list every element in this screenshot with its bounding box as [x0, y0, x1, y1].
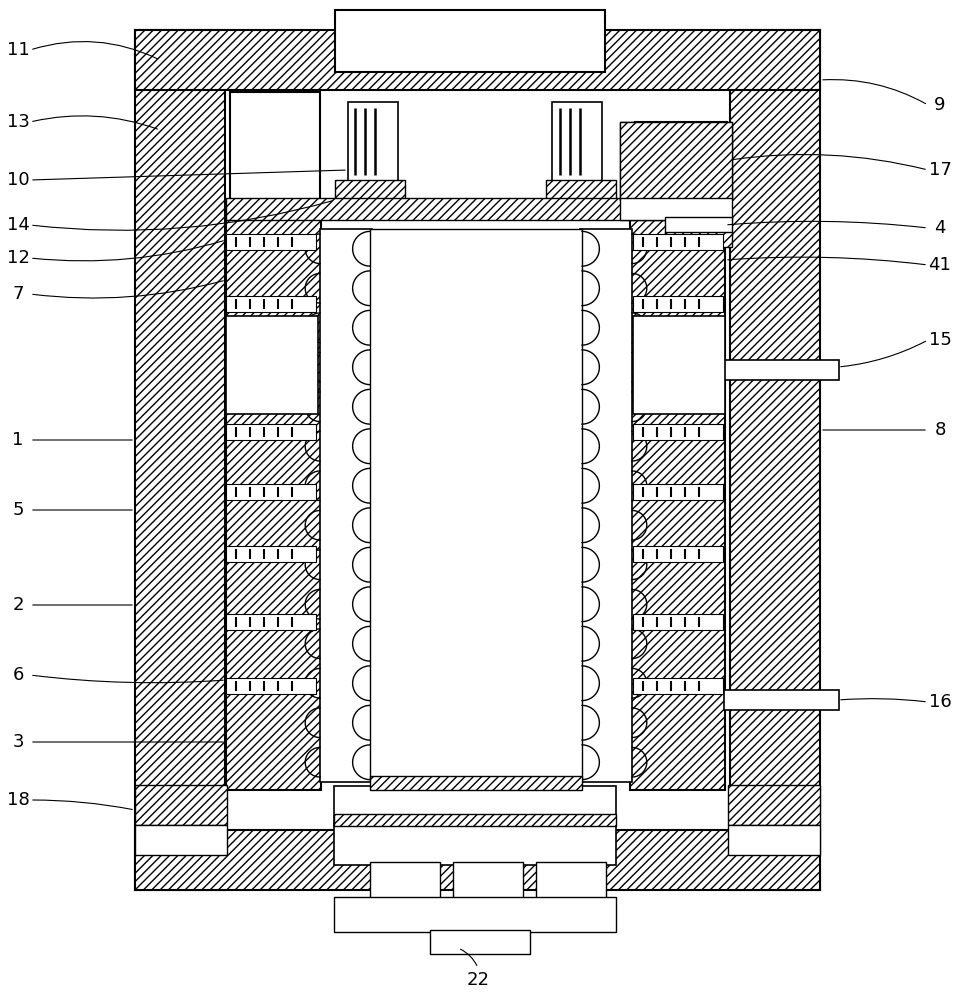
- Bar: [370, 229, 582, 782]
- Bar: [665, 217, 732, 235]
- Bar: [226, 358, 316, 374]
- Bar: [348, 102, 398, 182]
- Bar: [135, 30, 225, 890]
- Bar: [135, 830, 820, 890]
- Bar: [546, 180, 616, 200]
- Bar: [633, 678, 723, 694]
- Bar: [580, 229, 632, 782]
- Bar: [620, 198, 732, 220]
- Bar: [226, 484, 316, 500]
- Bar: [335, 10, 605, 72]
- Bar: [135, 825, 227, 855]
- Bar: [633, 358, 723, 374]
- Text: 17: 17: [928, 161, 951, 179]
- Bar: [633, 546, 723, 562]
- Bar: [226, 424, 316, 440]
- Bar: [226, 678, 316, 694]
- Text: 1: 1: [12, 431, 24, 449]
- Text: 4: 4: [934, 219, 945, 237]
- Text: 12: 12: [7, 249, 30, 267]
- Text: 6: 6: [12, 666, 24, 684]
- Bar: [620, 122, 732, 200]
- Bar: [226, 614, 316, 630]
- Bar: [728, 785, 820, 825]
- Bar: [226, 234, 316, 250]
- Bar: [730, 30, 820, 890]
- Bar: [226, 198, 726, 220]
- Bar: [334, 814, 616, 826]
- Bar: [552, 102, 602, 182]
- Bar: [430, 930, 530, 954]
- Bar: [370, 776, 582, 790]
- Text: 22: 22: [467, 971, 489, 989]
- Text: 14: 14: [7, 216, 30, 234]
- Text: 7: 7: [12, 285, 24, 303]
- Text: 18: 18: [7, 791, 30, 809]
- Text: 41: 41: [928, 256, 951, 274]
- Bar: [665, 232, 732, 247]
- Text: 2: 2: [12, 596, 24, 614]
- Bar: [633, 296, 723, 312]
- Bar: [728, 825, 820, 855]
- Bar: [724, 360, 839, 380]
- Text: 11: 11: [7, 41, 30, 59]
- Text: 8: 8: [934, 421, 945, 439]
- Bar: [226, 296, 316, 312]
- Bar: [370, 862, 440, 900]
- Bar: [334, 823, 616, 865]
- Bar: [620, 122, 732, 200]
- Bar: [630, 218, 725, 790]
- Bar: [226, 218, 321, 790]
- Text: 10: 10: [7, 171, 30, 189]
- Bar: [724, 690, 839, 710]
- Bar: [135, 30, 820, 90]
- Text: 13: 13: [7, 113, 30, 131]
- Bar: [226, 546, 316, 562]
- Text: 9: 9: [934, 96, 945, 114]
- Bar: [633, 614, 723, 630]
- Bar: [334, 897, 616, 932]
- Bar: [536, 862, 606, 900]
- Bar: [633, 234, 723, 250]
- Bar: [334, 786, 616, 826]
- Bar: [320, 229, 372, 782]
- Bar: [230, 92, 320, 200]
- Bar: [633, 316, 725, 414]
- Text: 5: 5: [12, 501, 24, 519]
- Text: 16: 16: [928, 693, 951, 711]
- Bar: [635, 122, 727, 200]
- Bar: [135, 785, 227, 825]
- Bar: [335, 180, 405, 200]
- Text: 15: 15: [928, 331, 951, 349]
- Bar: [633, 484, 723, 500]
- Text: 3: 3: [12, 733, 24, 751]
- Bar: [453, 862, 523, 900]
- Bar: [226, 316, 318, 414]
- Bar: [633, 424, 723, 440]
